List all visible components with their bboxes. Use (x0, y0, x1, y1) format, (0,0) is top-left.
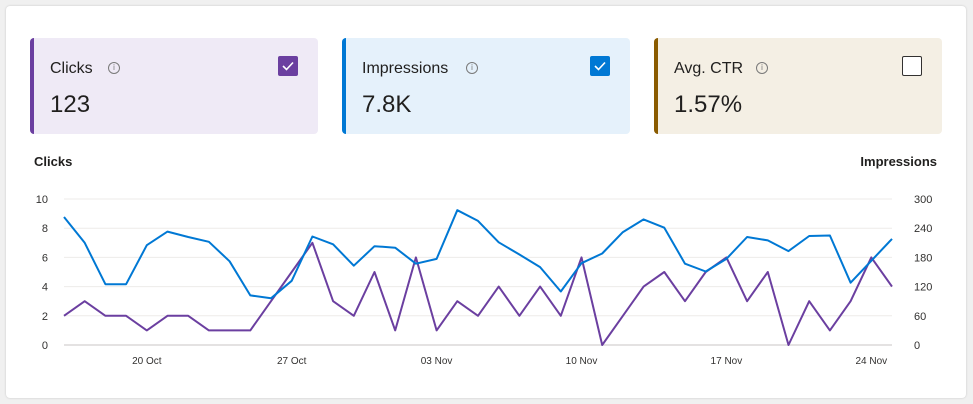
info-icon[interactable]: i (466, 62, 478, 74)
impressions-card-label: Impressions (362, 60, 449, 77)
info-icon[interactable]: i (108, 62, 120, 74)
x-tick-label: 10 Nov (566, 356, 598, 367)
right-tick-label: 180 (914, 252, 932, 264)
x-tick-label: 27 Oct (277, 356, 307, 367)
x-tick-label: 24 Nov (855, 356, 887, 367)
x-tick-label: 03 Nov (421, 356, 453, 367)
info-icon[interactable]: i (756, 62, 768, 74)
clicks-card[interactable]: Clicks i 123 (30, 38, 318, 134)
clicks-card-value: 123 (50, 91, 91, 118)
x-tick-label: 20 Oct (132, 356, 162, 367)
impressions-series-line (63, 209, 893, 300)
right-axis-title: Impressions (860, 154, 937, 169)
right-tick-label: 240 (914, 223, 932, 235)
avg-ctr-card-label: Avg. CTR (674, 60, 744, 77)
avg-ctr-checkbox[interactable] (902, 56, 922, 76)
x-tick-label: 17 Nov (711, 356, 743, 367)
left-tick-label: 6 (42, 252, 48, 264)
performance-panel: Clicks i 123 Impressions i 7.8K Avg. CTR… (6, 6, 966, 398)
impressions-card-accent (342, 38, 346, 134)
avg-ctr-card-accent (654, 38, 658, 134)
right-tick-label: 0 (914, 340, 920, 352)
left-tick-label: 4 (42, 282, 48, 294)
impressions-card-value: 7.8K (362, 91, 412, 118)
avg-ctr-card-value: 1.57% (674, 91, 743, 118)
right-tick-label: 120 (914, 282, 932, 294)
right-tick-label: 300 (914, 194, 932, 206)
clicks-series-line (63, 241, 893, 346)
left-tick-label: 8 (42, 223, 48, 235)
right-tick-label: 60 (914, 311, 926, 323)
clicks-card-label: Clicks (50, 60, 93, 77)
left-tick-label: 0 (42, 340, 48, 352)
left-tick-label: 10 (36, 194, 48, 206)
avg-ctr-card[interactable]: Avg. CTR i 1.57% (654, 38, 942, 134)
impressions-checkbox[interactable] (590, 56, 610, 76)
clicks-checkbox[interactable] (278, 56, 298, 76)
left-tick-label: 2 (42, 311, 48, 323)
impressions-card[interactable]: Impressions i 7.8K (342, 38, 630, 134)
clicks-card-accent (30, 38, 34, 134)
left-axis-title: Clicks (34, 154, 73, 169)
